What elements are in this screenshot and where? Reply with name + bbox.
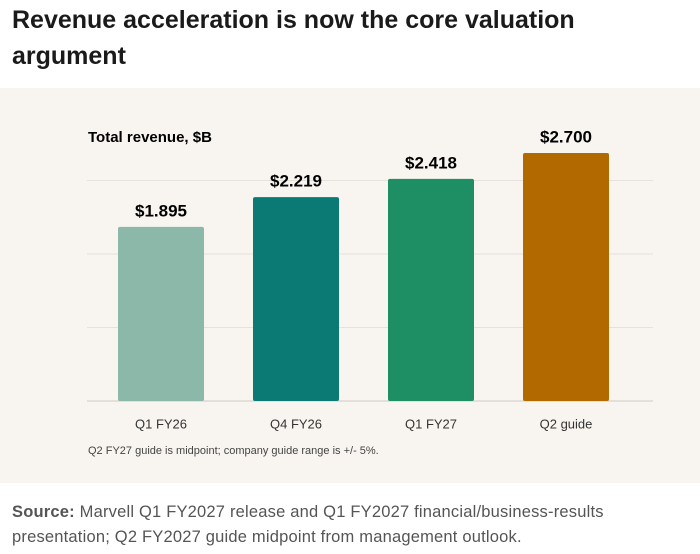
bar (523, 152, 609, 401)
heading: Revenue acceleration is now the core val… (12, 6, 575, 70)
bar (118, 226, 204, 401)
chart-note: Q2 FY27 guide is midpoint; company guide… (88, 445, 379, 457)
source: Source: Marvell Q1 FY2027 release and Q1… (12, 500, 692, 550)
x-tick-label: Q2 guide (540, 416, 593, 431)
source-text: Marvell Q1 FY2027 release and Q1 FY2027 … (12, 503, 604, 546)
bar (388, 178, 474, 401)
value-label: $2.418 (405, 153, 457, 172)
value-label: $1.895 (135, 201, 187, 220)
value-label: $2.700 (540, 127, 592, 146)
chart-panel: Total revenue, $B Q2 FY27 guide is midpo… (0, 88, 700, 483)
bar (253, 197, 339, 401)
chart: Total revenue, $B Q2 FY27 guide is midpo… (87, 127, 653, 457)
x-tick-label: Q1 FY27 (405, 416, 457, 431)
value-label: $2.219 (270, 172, 322, 191)
source-label: Source: (12, 503, 75, 521)
x-tick-label: Q1 FY26 (135, 416, 187, 431)
x-tick-label: Q4 FY26 (270, 416, 322, 431)
chart-title: Total revenue, $B (88, 129, 212, 146)
